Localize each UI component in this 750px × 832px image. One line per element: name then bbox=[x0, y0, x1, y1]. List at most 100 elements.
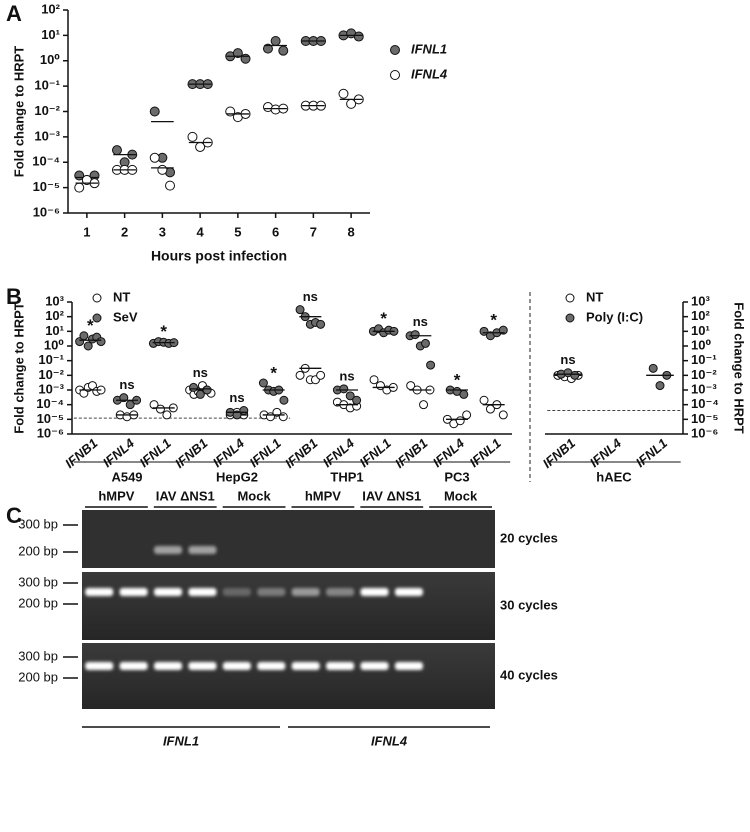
x-tick-label: 8 bbox=[348, 224, 355, 239]
y-tick-label: 10³ bbox=[45, 293, 64, 308]
y-tick-label: 10⁻⁴ bbox=[36, 396, 64, 411]
gel-band bbox=[394, 588, 423, 596]
x-tick-label: IFNB1 bbox=[540, 435, 578, 471]
gel-band bbox=[85, 662, 114, 670]
panel-label: C bbox=[6, 503, 22, 528]
data-point bbox=[232, 48, 243, 59]
data-point bbox=[278, 412, 288, 422]
y-tick-label: 10⁰ bbox=[40, 52, 60, 67]
cycle-label: 40 cycles bbox=[500, 667, 558, 682]
data-point bbox=[240, 53, 251, 64]
x-tick-label: IFNB1 bbox=[282, 435, 320, 471]
data-point bbox=[155, 404, 165, 414]
marker-label: 300 bp bbox=[18, 648, 58, 663]
y-tick-label: 10⁰ bbox=[44, 337, 64, 352]
y-tick-label: 10² bbox=[45, 308, 64, 323]
marker-label: 300 bp bbox=[18, 516, 58, 531]
y-tick-label: 10⁻⁶ bbox=[37, 425, 64, 440]
group-label: HepG2 bbox=[216, 469, 258, 484]
significance-label: ns bbox=[193, 365, 208, 380]
x-tick-label: IFNL4 bbox=[210, 435, 248, 470]
gel-band bbox=[154, 662, 183, 670]
data-point bbox=[96, 337, 106, 347]
gel-band bbox=[188, 588, 217, 596]
y-tick-label: 10⁻³ bbox=[34, 128, 60, 143]
y-tick-label: 10⁻² bbox=[34, 103, 60, 118]
data-point bbox=[195, 389, 205, 399]
legend-label: NT bbox=[586, 289, 603, 304]
gel-band bbox=[188, 662, 217, 670]
lane-group-label: Mock bbox=[444, 488, 478, 503]
legend-marker bbox=[92, 293, 102, 303]
x-tick-label: 3 bbox=[159, 224, 166, 239]
data-point bbox=[345, 391, 355, 401]
data-point bbox=[459, 389, 469, 399]
data-point bbox=[462, 410, 472, 420]
data-point bbox=[149, 106, 160, 117]
legend-label: NT bbox=[113, 289, 130, 304]
data-point bbox=[455, 416, 465, 426]
legend-marker bbox=[565, 313, 575, 323]
data-point bbox=[278, 45, 289, 56]
significance-label: * bbox=[160, 322, 167, 341]
y-tick-label: 10³ bbox=[691, 293, 710, 308]
legend-marker bbox=[390, 45, 400, 55]
significance-label: * bbox=[490, 311, 497, 330]
x-tick-label: IFNB1 bbox=[392, 435, 430, 471]
data-point bbox=[165, 180, 176, 191]
data-point bbox=[338, 88, 349, 99]
x-tick-label: 5 bbox=[234, 224, 241, 239]
gene-label: IFNL1 bbox=[163, 733, 199, 748]
lane-group-label: hMPV bbox=[98, 488, 134, 503]
significance-label: ns bbox=[339, 368, 354, 383]
gel-image bbox=[82, 572, 495, 640]
legend-marker bbox=[390, 70, 400, 80]
data-point bbox=[570, 370, 580, 380]
data-point bbox=[498, 410, 508, 420]
data-point bbox=[352, 395, 362, 405]
gel-band bbox=[291, 588, 320, 596]
data-point bbox=[262, 43, 273, 54]
significance-label: * bbox=[87, 316, 94, 335]
y-tick-label: 10⁻¹ bbox=[38, 352, 64, 367]
group-label: hAEC bbox=[596, 469, 632, 484]
legend-marker bbox=[565, 293, 575, 303]
data-point bbox=[420, 338, 430, 348]
gel-band bbox=[85, 588, 114, 596]
data-point bbox=[225, 106, 236, 117]
significance-label: * bbox=[270, 363, 277, 382]
data-point bbox=[316, 319, 326, 329]
data-point bbox=[83, 341, 93, 351]
y-tick-label: 10⁻⁴ bbox=[32, 154, 60, 169]
gel-image bbox=[82, 643, 495, 709]
x-tick-label: IFNL1 bbox=[136, 435, 173, 470]
y-tick-label: 10² bbox=[691, 308, 710, 323]
y-tick-label: 10⁻⁵ bbox=[37, 411, 64, 426]
significance-label: * bbox=[380, 309, 387, 328]
legend-marker bbox=[92, 313, 102, 323]
gel-band bbox=[326, 662, 355, 670]
marker-label: 300 bp bbox=[18, 574, 58, 589]
data-point bbox=[202, 385, 212, 395]
data-point bbox=[258, 378, 268, 388]
y-tick-label: 10² bbox=[41, 1, 60, 16]
gel-band bbox=[154, 546, 183, 554]
data-point bbox=[189, 382, 199, 392]
data-point bbox=[316, 370, 326, 380]
data-point bbox=[426, 360, 436, 370]
x-tick-label: IFNL4 bbox=[100, 435, 138, 470]
y-tick-label: 10⁰ bbox=[691, 337, 711, 352]
lane-group-label: Mock bbox=[237, 488, 271, 503]
group-label: PC3 bbox=[444, 469, 469, 484]
y-tick-label: 10⁻⁴ bbox=[691, 396, 719, 411]
y-tick-label: 10⁻⁶ bbox=[33, 204, 60, 219]
lane-group-label: IAV ΔNS1 bbox=[362, 488, 421, 503]
gel-band bbox=[119, 662, 148, 670]
x-tick-label: IFNL4 bbox=[320, 435, 358, 470]
y-tick-label: 10⁻² bbox=[691, 367, 717, 382]
data-point bbox=[648, 363, 658, 373]
gel-band bbox=[154, 588, 183, 596]
gel-band bbox=[291, 662, 320, 670]
